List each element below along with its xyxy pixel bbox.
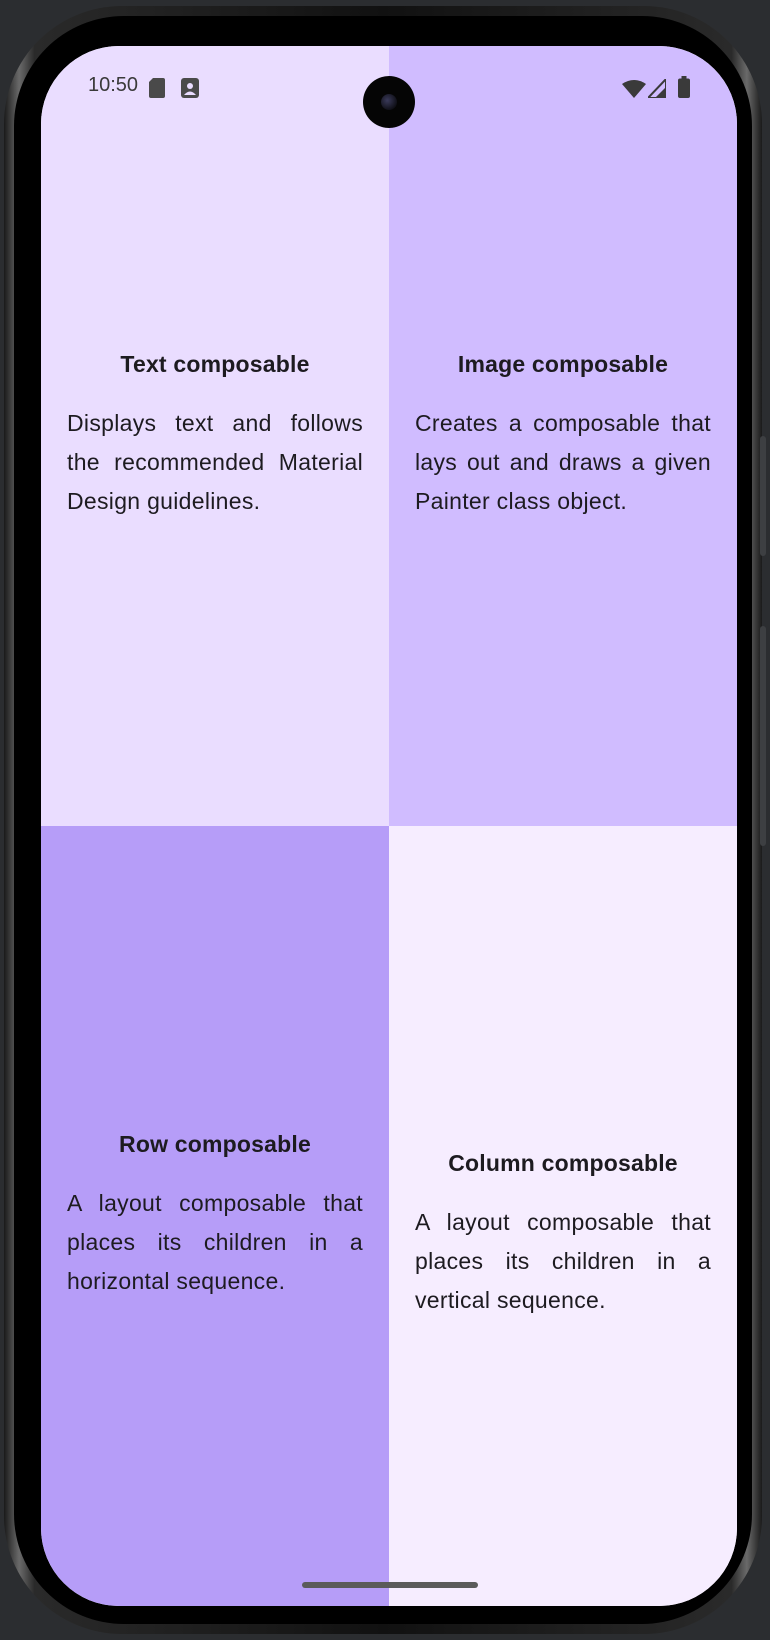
wifi-icon — [622, 80, 646, 103]
app-screen: Text composable Displays text and follow… — [41, 46, 737, 1606]
camera-lens — [381, 94, 397, 110]
phone-frame: Text composable Displays text and follow… — [4, 6, 766, 1634]
quadrant-title: Image composable — [457, 351, 669, 377]
quadrant-description: Creates a composable that lays out and d… — [415, 410, 711, 514]
gesture-navigation-handle[interactable] — [302, 1582, 478, 1588]
front-camera — [363, 76, 415, 128]
cell-signal-icon — [645, 76, 667, 103]
quadrant-title: Row composable — [119, 1131, 311, 1157]
quadrant-text-composable: Text composable Displays text and follow… — [41, 46, 389, 826]
volume-button — [760, 436, 766, 556]
portrait-icon — [181, 78, 199, 103]
status-bar: 10:50 — [41, 46, 737, 126]
status-time: 10:50 — [88, 74, 139, 96]
quadrant-description: A layout composable that places its chil… — [67, 1190, 363, 1294]
quadrant-column-composable: Column composable A layout composable th… — [389, 826, 737, 1606]
sd-card-icon — [149, 78, 165, 103]
power-button — [760, 626, 766, 846]
composable-quadrant-grid: Text composable Displays text and follow… — [41, 46, 737, 1606]
quadrant-description: A layout composable that places its chil… — [415, 1209, 711, 1313]
battery-icon — [678, 76, 690, 103]
quadrant-title: Column composable — [448, 1150, 678, 1176]
quadrant-description: Displays text and follows the recommende… — [67, 410, 363, 514]
quadrant-image-composable: Image composable Creates a composable th… — [389, 46, 737, 826]
quadrant-title: Text composable — [120, 351, 310, 377]
quadrant-row-composable: Row composable A layout composable that … — [41, 826, 389, 1606]
